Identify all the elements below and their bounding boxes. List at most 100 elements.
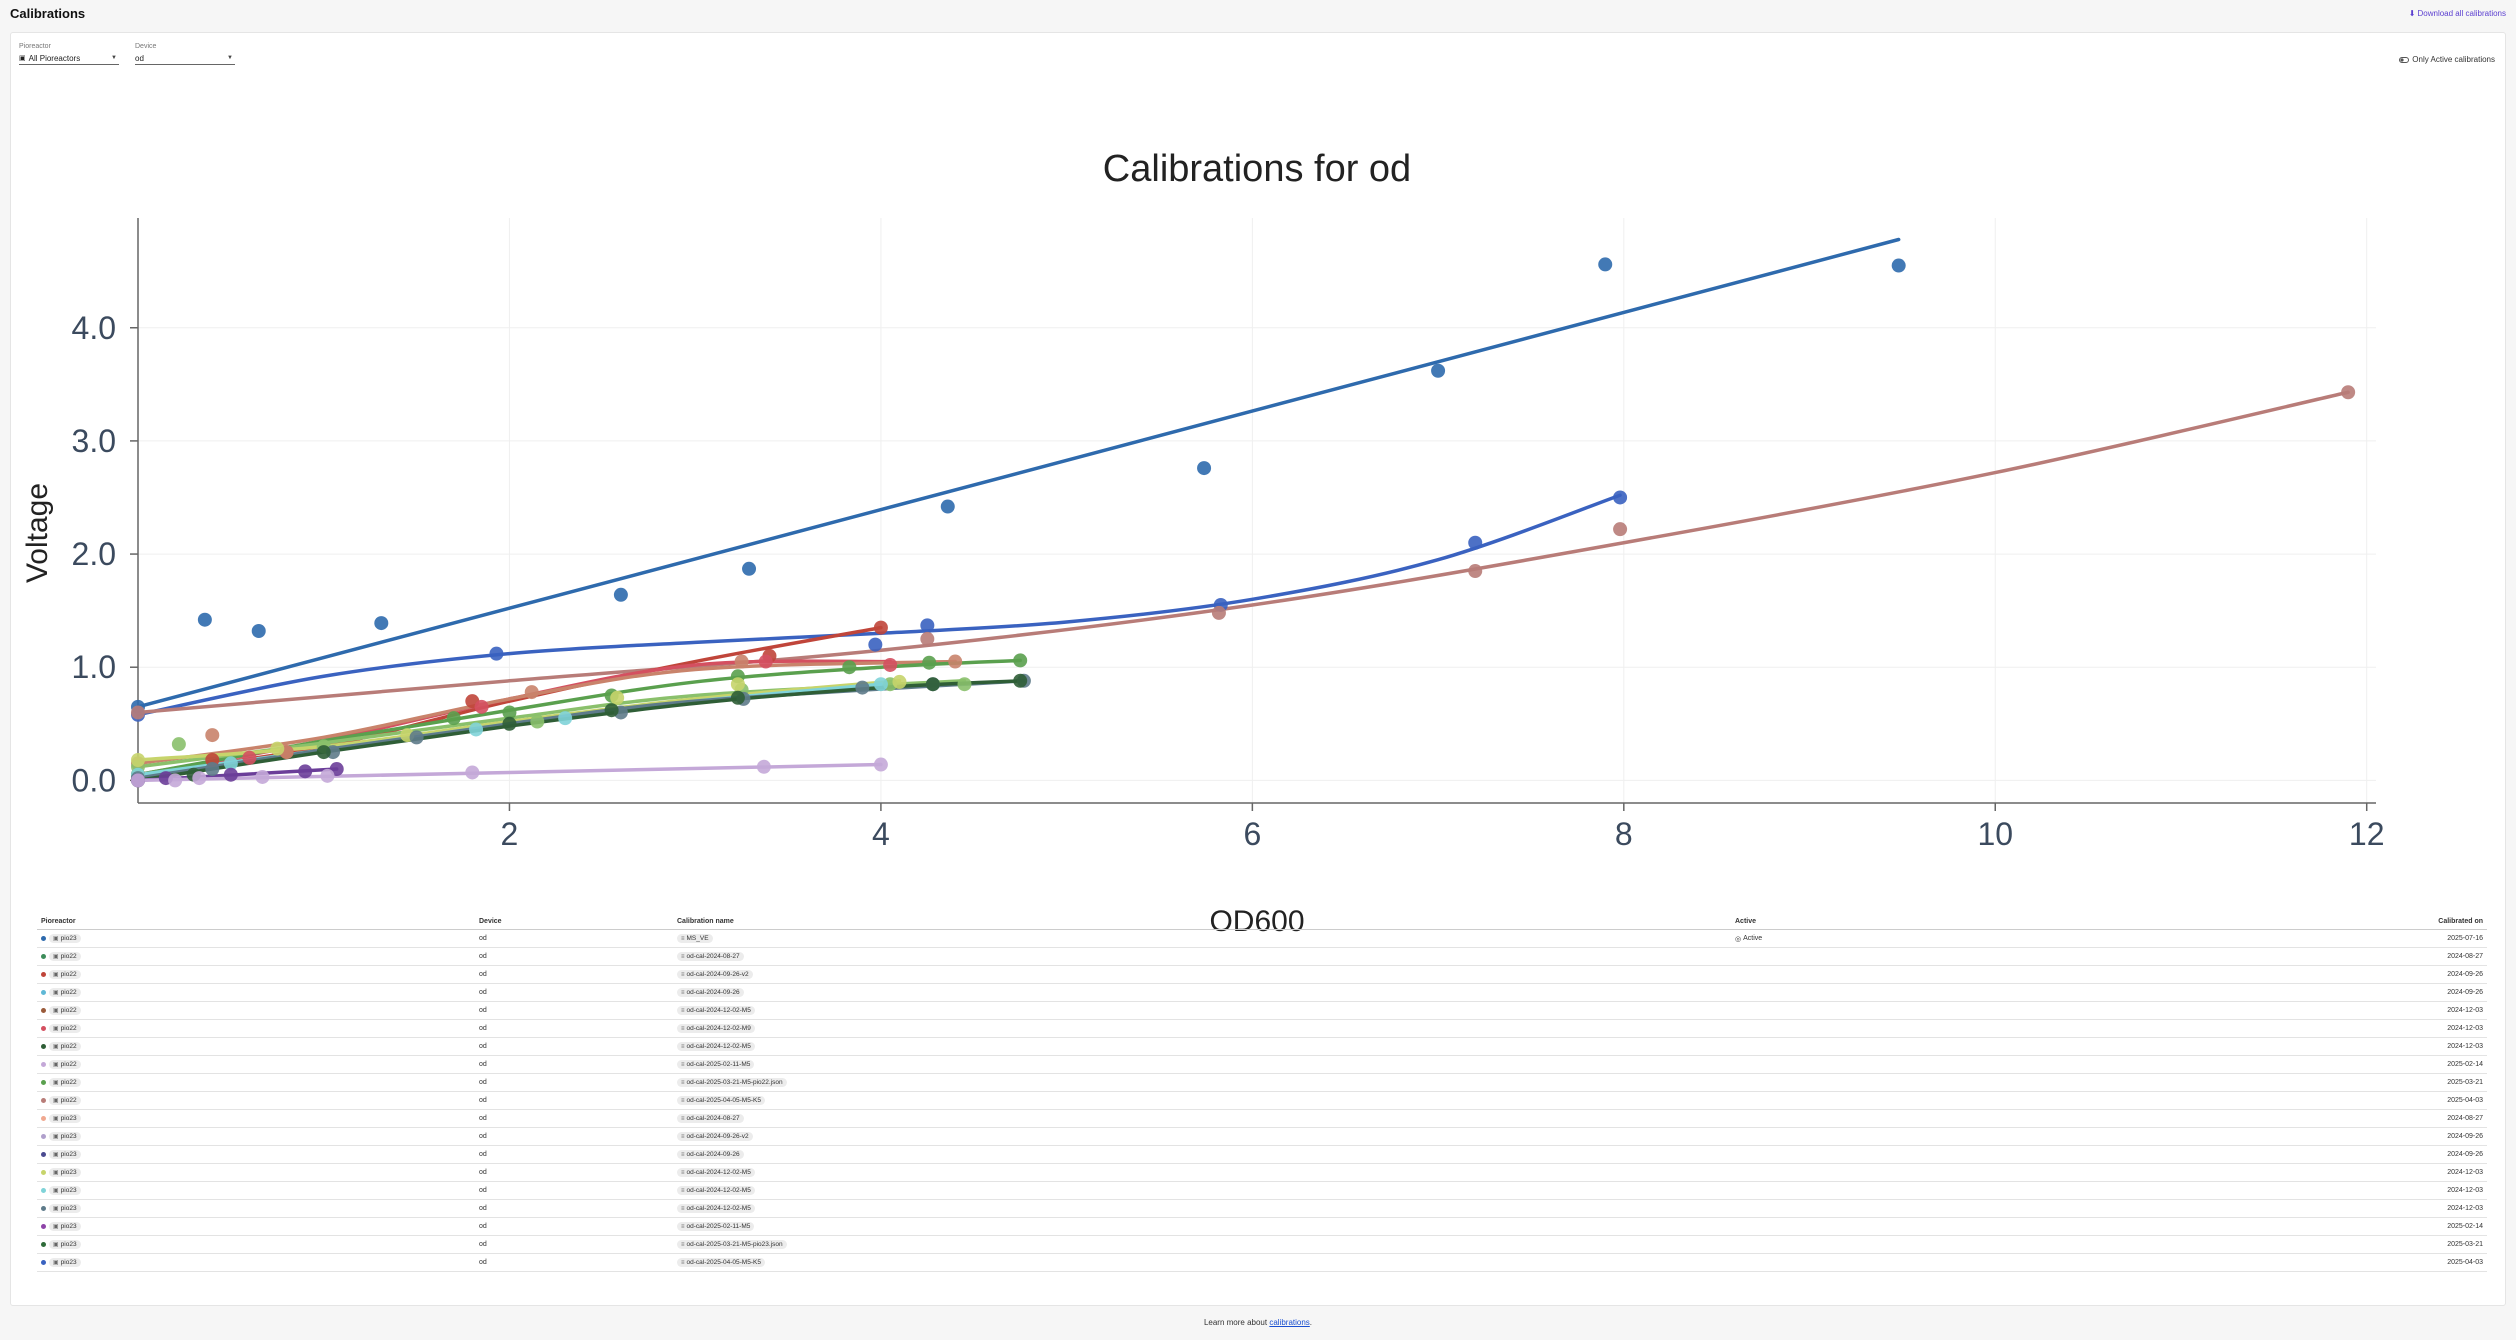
data-point (1891, 258, 1906, 273)
unit-name: pio22 (60, 989, 77, 996)
data-point (873, 757, 888, 772)
table-row[interactable]: ▣ pio23 od ≡ od-cal-2024-12-02-M5 2024-12-03 (37, 1181, 2487, 1200)
table-row[interactable]: ▣ pio23 od ≡ od-cal-2025-04-05-M5-K5 2025-04-… (37, 1253, 2487, 1272)
unit-chip[interactable]: ▣ pio23 (49, 1204, 81, 1213)
unit-chip[interactable]: ▣ pio23 (49, 1240, 81, 1249)
series-curve (136, 679, 1026, 780)
footer-suffix: . (1309, 1318, 1313, 1327)
unit-chip[interactable]: ▣ pio23 (49, 1150, 81, 1159)
unit-chip[interactable]: ▣ pio22 (49, 1096, 81, 1105)
download-all-link[interactable]: ⬇ Download all calibrations (2409, 9, 2506, 18)
calibration-chip[interactable]: ≡ od-cal-2024-09-26 (677, 988, 744, 997)
table-row[interactable]: ▣ pio23 od ≡ od-cal-2024-12-02-M5 2024-12-03 (37, 1199, 2487, 1218)
unit-chip[interactable]: ▣ pio23 (49, 1186, 81, 1195)
calibration-name: od-cal-2024-08-27 (686, 953, 740, 960)
tune-icon: ≡ (681, 1259, 685, 1266)
table-row[interactable]: ▣ pio23 od ≡ od-cal-2024-09-26 2024-09-26 (37, 1145, 2487, 1164)
tune-icon: ≡ (681, 1115, 685, 1122)
table-row[interactable]: ▣ pio22 od ≡ od-cal-2024-12-02-M5 2024-12-03 (37, 1001, 2487, 1020)
table-row[interactable]: ▣ pio22 od ≡ od-cal-2025-03-21-M5-pio22.json… (37, 1073, 2487, 1092)
table-row[interactable]: ▣ pio22 od ≡ od-cal-2024-12-02-M9 2024-12-03 (37, 1019, 2487, 1038)
calibration-chip[interactable]: ≡ od-cal-2025-03-21-M5-pio23.json (677, 1240, 787, 1249)
calibration-chip[interactable]: ≡ od-cal-2024-12-02-M5 (677, 1204, 755, 1213)
table-row[interactable]: ▣ pio23 od ≡ MS_VE ◎ Active 2025-07-16 (37, 929, 2487, 948)
unit-name: pio23 (60, 1115, 77, 1122)
series-curve (136, 390, 2350, 715)
x-tick-label: 6 (1243, 816, 1261, 852)
table-row[interactable]: ▣ pio23 od ≡ od-cal-2025-02-11-M5 2025-02-14 (37, 1217, 2487, 1236)
unit-chip[interactable]: ▣ pio22 (49, 1060, 81, 1069)
calibration-chip[interactable]: ≡ od-cal-2024-12-02-M5 (677, 1042, 755, 1051)
unit-chip[interactable]: ▣ pio22 (49, 1042, 81, 1051)
footer-prefix: Learn more about (1203, 1318, 1270, 1327)
calibration-chip[interactable]: ≡ od-cal-2024-08-27 (677, 1114, 744, 1123)
unit-chip[interactable]: ▣ pio22 (49, 952, 81, 961)
table-row[interactable]: ▣ pio23 od ≡ od-cal-2024-08-27 2024-08-27 (37, 1109, 2487, 1128)
pioreactor-icon: ▣ (53, 954, 59, 960)
data-point (131, 773, 145, 788)
unit-chip[interactable]: ▣ pio22 (49, 1024, 81, 1033)
active-cell (1731, 1235, 2034, 1254)
pioreactor-icon: ▣ (53, 1206, 59, 1212)
table-row[interactable]: ▣ pio23 od ≡ od-cal-2025-03-21-M5-pio23.json… (37, 1235, 2487, 1254)
unit-name: pio22 (60, 1097, 77, 1104)
pioreactor-select[interactable]: ▣ All Pioreactors ▼ (19, 52, 119, 65)
data-point (1211, 605, 1226, 620)
name-cell: ≡ od-cal-2024-12-02-M5 (673, 1199, 1731, 1218)
unit-chip[interactable]: ▣ pio23 (49, 1114, 81, 1123)
calibration-chip[interactable]: ≡ od-cal-2024-08-27 (677, 952, 744, 961)
table-row[interactable]: ▣ pio22 od ≡ od-cal-2024-09-26 2024-09-26 (37, 983, 2487, 1002)
unit-chip[interactable]: ▣ pio22 (49, 970, 81, 979)
calibrations-link[interactable]: calibrations (1269, 1318, 1310, 1327)
unit-chip[interactable]: ▣ pio22 (49, 1078, 81, 1087)
calibration-chip[interactable]: ≡ od-cal-2025-03-21-M5-pio22.json (677, 1078, 787, 1087)
date-cell: 2025-03-21 (2033, 1235, 2487, 1254)
data-point (920, 618, 935, 633)
date-cell: 2024-12-03 (2033, 1037, 2487, 1056)
calibration-chip[interactable]: ≡ od-cal-2025-02-11-M5 (677, 1222, 755, 1231)
calibration-chip[interactable]: ≡ MS_VE (677, 934, 713, 943)
series-color-dot (41, 1098, 46, 1103)
unit-name: pio22 (60, 1079, 77, 1086)
chevron-down-icon: ▼ (227, 55, 233, 61)
calibration-chip[interactable]: ≡ od-cal-2024-09-26 (677, 1150, 744, 1159)
unit-chip[interactable]: ▣ pio23 (49, 934, 81, 943)
active-cell (1731, 1253, 2034, 1272)
unit-cell: ▣ pio23 (37, 1127, 475, 1146)
unit-chip[interactable]: ▣ pio22 (49, 1006, 81, 1015)
table-row[interactable]: ▣ pio22 od ≡ od-cal-2024-12-02-M5 2024-12-03 (37, 1037, 2487, 1056)
device-filter: Device od ▼ (135, 43, 235, 65)
data-point (1598, 257, 1613, 272)
table-row[interactable]: ▣ pio22 od ≡ od-cal-2024-09-26-v2 2024-09-26 (37, 965, 2487, 984)
only-active-toggle[interactable]: Only Active calibrations (2399, 55, 2495, 64)
unit-chip[interactable]: ▣ pio22 (49, 988, 81, 997)
unit-chip[interactable]: ▣ pio23 (49, 1258, 81, 1267)
table-row[interactable]: ▣ pio22 od ≡ od-cal-2025-02-11-M5 2025-02-14 (37, 1055, 2487, 1074)
device-cell: od (475, 1037, 673, 1056)
table-row[interactable]: ▣ pio23 od ≡ od-cal-2024-09-26-v2 2024-09-26 (37, 1127, 2487, 1146)
calibration-chip[interactable]: ≡ od-cal-2024-12-02-M9 (677, 1024, 755, 1033)
calibration-chip[interactable]: ≡ od-cal-2024-12-02-M5 (677, 1006, 755, 1015)
unit-chip[interactable]: ▣ pio23 (49, 1132, 81, 1141)
calibration-chip[interactable]: ≡ od-cal-2024-12-02-M5 (677, 1186, 755, 1195)
unit-chip[interactable]: ▣ pio23 (49, 1168, 81, 1177)
calibration-chip[interactable]: ≡ od-cal-2024-12-02-M5 (677, 1168, 755, 1177)
tune-icon: ≡ (681, 1061, 685, 1068)
calibration-chip[interactable]: ≡ od-cal-2025-04-05-M5-K5 (677, 1096, 765, 1105)
data-point (610, 690, 625, 705)
calibration-chip[interactable]: ≡ od-cal-2025-04-05-M5-K5 (677, 1258, 765, 1267)
tune-icon: ≡ (681, 1223, 685, 1230)
calibration-chip[interactable]: ≡ od-cal-2024-09-26-v2 (677, 1132, 753, 1141)
calibration-chip[interactable]: ≡ od-cal-2025-02-11-M5 (677, 1060, 755, 1069)
device-select[interactable]: od ▼ (135, 52, 235, 65)
device-cell: od (475, 1127, 673, 1146)
name-cell: ≡ od-cal-2025-04-05-M5-K5 (673, 1091, 1731, 1110)
table-row[interactable]: ▣ pio23 od ≡ od-cal-2024-12-02-M5 2024-12-03 (37, 1163, 2487, 1182)
calibration-chip[interactable]: ≡ od-cal-2024-09-26-v2 (677, 970, 753, 979)
table-row[interactable]: ▣ pio22 od ≡ od-cal-2025-04-05-M5-K5 2025-04-… (37, 1091, 2487, 1110)
date-cell: 2025-03-21 (2033, 1073, 2487, 1092)
unit-chip[interactable]: ▣ pio23 (49, 1222, 81, 1231)
table-row[interactable]: ▣ pio22 od ≡ od-cal-2024-08-27 2024-08-27 (37, 947, 2487, 966)
name-cell: ≡ od-cal-2024-12-02-M5 (673, 1181, 1731, 1200)
data-point (131, 705, 145, 720)
